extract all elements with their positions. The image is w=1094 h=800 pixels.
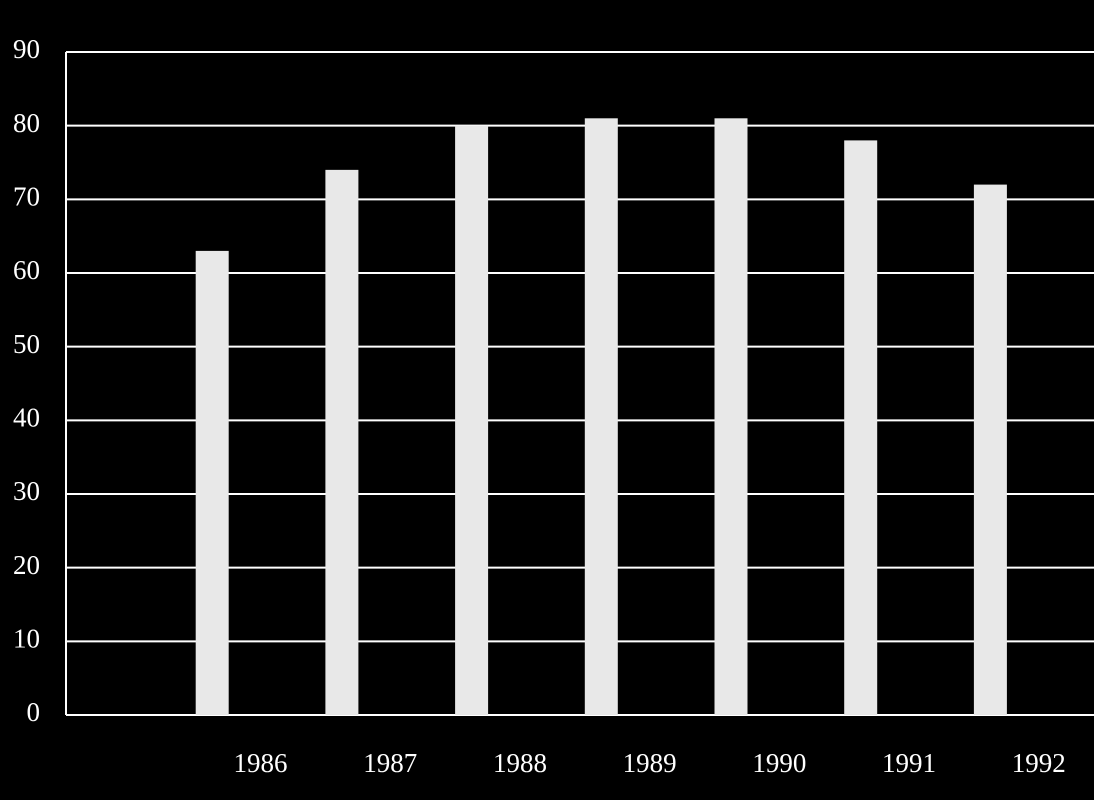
bar bbox=[714, 118, 748, 716]
bar bbox=[195, 250, 229, 715]
x-tick-label: 1988 bbox=[493, 748, 547, 778]
x-tick-label: 1986 bbox=[234, 748, 288, 778]
x-tick-label: 1987 bbox=[363, 748, 417, 778]
x-tick-label: 1990 bbox=[752, 748, 806, 778]
y-tick-label: 30 bbox=[13, 476, 40, 506]
y-tick-label: 70 bbox=[13, 182, 40, 212]
bar bbox=[584, 118, 618, 716]
y-tick-label: 60 bbox=[13, 255, 40, 285]
bar bbox=[325, 169, 359, 715]
y-tick-label: 80 bbox=[13, 108, 40, 138]
y-tick-label: 90 bbox=[13, 34, 40, 64]
y-tick-label: 0 bbox=[27, 697, 41, 727]
bar bbox=[455, 125, 489, 715]
bar bbox=[844, 140, 878, 715]
x-tick-label: 1989 bbox=[623, 748, 677, 778]
y-tick-label: 20 bbox=[13, 550, 40, 580]
y-tick-label: 50 bbox=[13, 329, 40, 359]
x-tick-label: 1991 bbox=[882, 748, 936, 778]
bar bbox=[973, 184, 1007, 716]
y-tick-label: 40 bbox=[13, 403, 40, 433]
y-tick-label: 10 bbox=[13, 624, 40, 654]
x-tick-label: 1992 bbox=[1012, 748, 1066, 778]
